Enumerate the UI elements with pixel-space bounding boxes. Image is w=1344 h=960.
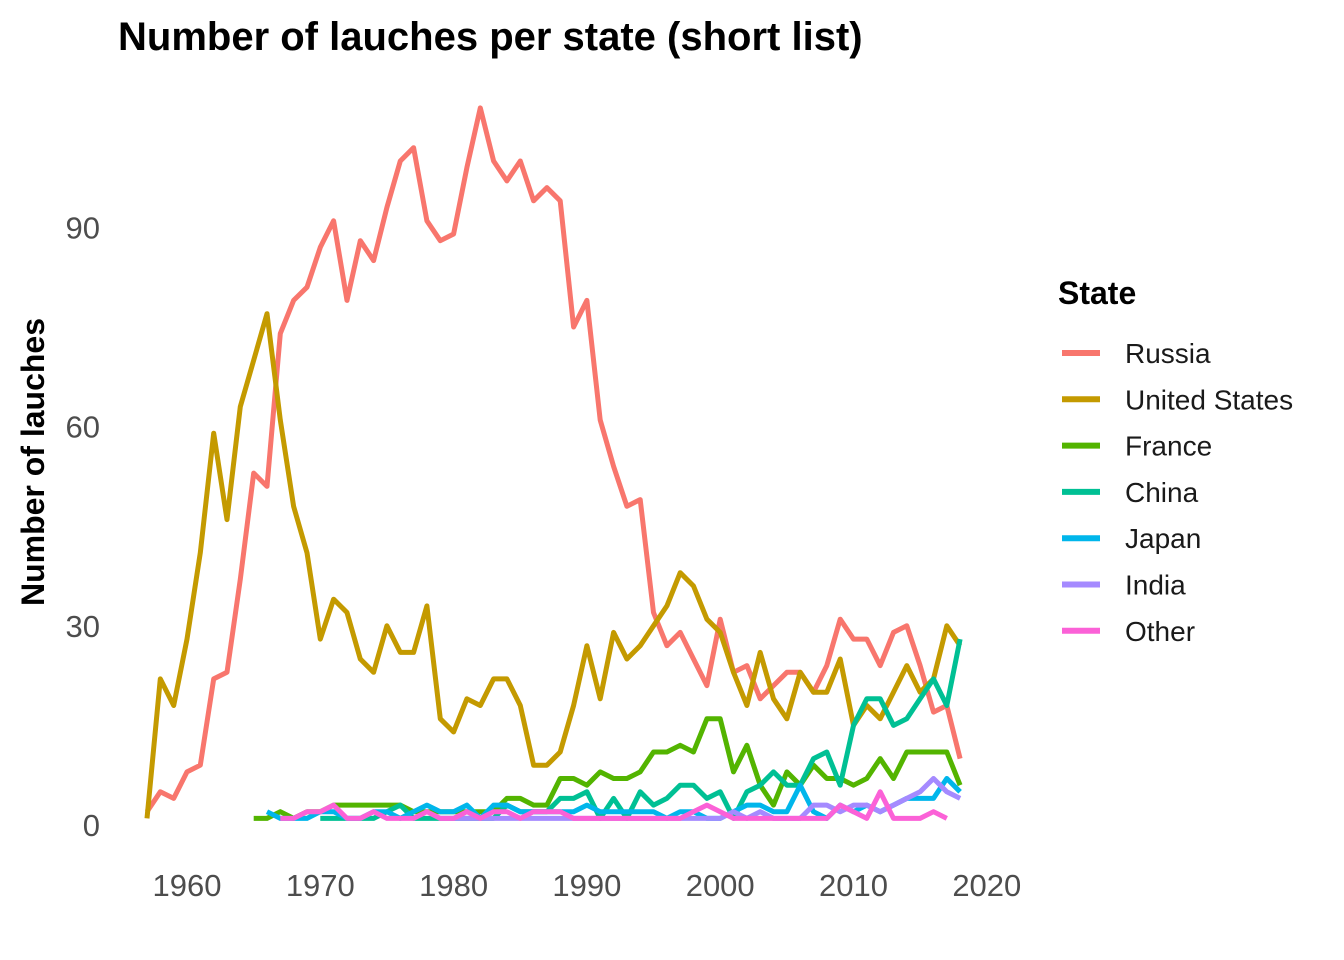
y-axis-ticks: 0 30 60 90 — [66, 210, 100, 843]
x-tick-label: 1990 — [552, 868, 621, 903]
x-tick-label: 2000 — [686, 868, 755, 903]
series-line-other — [280, 789, 948, 821]
legend-item-united-states: United States — [1062, 384, 1293, 415]
legend-item-japan: Japan — [1062, 523, 1201, 554]
legend-label: United States — [1125, 384, 1293, 415]
legend-item-russia: Russia — [1062, 338, 1211, 369]
x-tick-label: 1970 — [286, 868, 355, 903]
x-tick-label: 2020 — [952, 868, 1021, 903]
series-line-russia — [144, 105, 963, 814]
legend: State Russia United States France China Japa… — [1058, 275, 1293, 647]
x-tick-label: 1960 — [153, 868, 222, 903]
legend-label: China — [1125, 477, 1199, 508]
legend-item-france: France — [1062, 431, 1212, 462]
x-tick-label: 2010 — [819, 868, 888, 903]
series-line-china — [320, 638, 963, 821]
y-tick-label: 0 — [83, 808, 100, 843]
legend-label: India — [1125, 570, 1186, 601]
legend-label: Other — [1125, 616, 1195, 647]
legend-label: Japan — [1125, 523, 1201, 554]
legend-items: Russia United States France China Japan India… — [1062, 338, 1293, 647]
y-axis-label: Number of lauches — [15, 318, 51, 606]
legend-item-china: China — [1062, 477, 1199, 508]
legend-item-other: Other — [1062, 616, 1195, 647]
y-tick-label: 90 — [66, 210, 100, 245]
legend-label: Russia — [1125, 338, 1211, 369]
y-tick-label: 60 — [66, 410, 100, 445]
chart-title: Number of lauches per state (short list) — [118, 15, 863, 59]
legend-label: France — [1125, 431, 1212, 462]
x-tick-label: 1980 — [419, 868, 488, 903]
x-axis-ticks: 1960 1970 1980 1990 2000 2010 2020 — [153, 868, 1022, 903]
legend-item-india: India — [1062, 570, 1186, 601]
legend-title: State — [1058, 275, 1136, 311]
series-lines — [144, 105, 963, 821]
series-line-united-states — [144, 311, 963, 819]
y-tick-label: 30 — [66, 609, 100, 644]
